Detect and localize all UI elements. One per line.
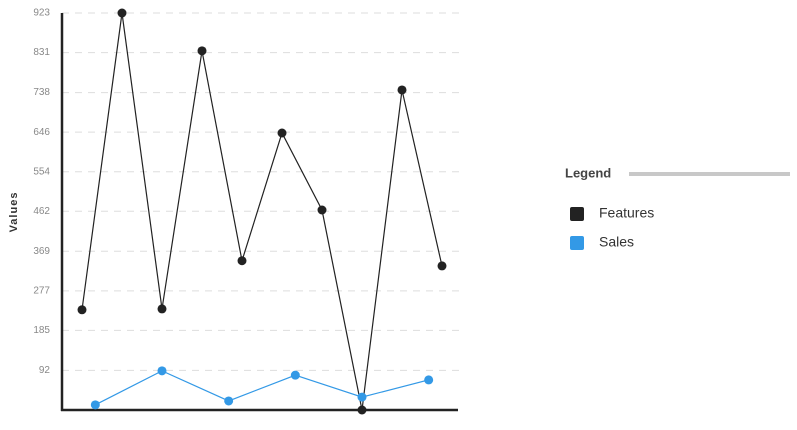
data-point [117, 8, 127, 18]
legend-swatch [570, 236, 584, 250]
y-tick-label: 185 [33, 325, 50, 336]
data-point [90, 400, 100, 410]
data-point [237, 256, 247, 266]
y-tick-label: 646 [33, 127, 50, 138]
data-point [357, 405, 367, 415]
data-point [157, 304, 167, 314]
legend-label: Features [599, 205, 654, 221]
series-line [81, 12, 443, 411]
y-tick-label: 369 [33, 246, 50, 257]
data-point [224, 396, 234, 406]
series-line [95, 370, 429, 406]
legend-title: Legend [565, 165, 611, 180]
data-point [424, 375, 434, 385]
legend-label: Sales [599, 234, 634, 250]
data-point [157, 366, 167, 376]
data-point [77, 305, 87, 315]
y-tick-label: 92 [39, 365, 51, 376]
y-tick-label: 738 [33, 87, 50, 98]
data-point [290, 370, 300, 380]
data-point [197, 46, 207, 56]
y-tick-label: 462 [33, 206, 50, 217]
y-tick-label: 831 [33, 47, 50, 58]
data-point [317, 205, 327, 215]
y-tick-label: 923 [33, 8, 50, 19]
data-point [437, 261, 447, 271]
data-point [357, 392, 367, 402]
legend-swatch [570, 207, 584, 221]
data-point [277, 128, 287, 138]
y-tick-label: 554 [33, 166, 50, 177]
y-tick-label: 277 [33, 285, 50, 296]
data-point [397, 85, 407, 95]
y-axis-label: Values [8, 192, 20, 233]
